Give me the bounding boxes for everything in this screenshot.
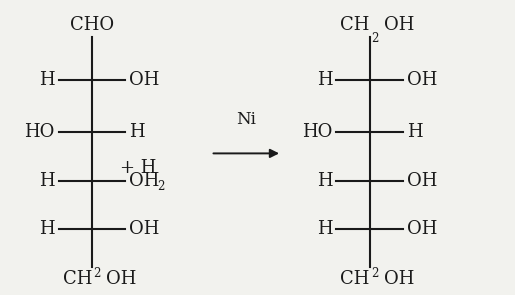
Text: OH: OH bbox=[407, 172, 437, 190]
Text: + H: + H bbox=[120, 159, 157, 177]
Text: CHO: CHO bbox=[70, 16, 114, 34]
Text: CH: CH bbox=[340, 16, 370, 34]
Text: OH: OH bbox=[129, 71, 160, 89]
Text: H: H bbox=[317, 172, 332, 190]
Text: 2: 2 bbox=[93, 267, 101, 280]
Text: 2: 2 bbox=[371, 267, 379, 280]
Text: 2: 2 bbox=[158, 180, 165, 193]
Text: HO: HO bbox=[302, 123, 332, 141]
Text: 2: 2 bbox=[371, 32, 379, 45]
Text: Ni: Ni bbox=[236, 111, 256, 127]
Text: H: H bbox=[39, 71, 55, 89]
Text: HO: HO bbox=[24, 123, 55, 141]
Text: OH: OH bbox=[106, 270, 136, 288]
Text: CH: CH bbox=[340, 270, 370, 288]
Text: CH: CH bbox=[62, 270, 92, 288]
Text: OH: OH bbox=[129, 172, 160, 190]
Text: OH: OH bbox=[407, 71, 437, 89]
Text: H: H bbox=[39, 220, 55, 238]
Text: OH: OH bbox=[384, 270, 414, 288]
Text: OH: OH bbox=[129, 220, 160, 238]
Text: H: H bbox=[407, 123, 422, 141]
Text: OH: OH bbox=[384, 16, 414, 34]
Text: H: H bbox=[317, 220, 332, 238]
Text: OH: OH bbox=[407, 220, 437, 238]
Text: H: H bbox=[39, 172, 55, 190]
Text: H: H bbox=[317, 71, 332, 89]
Text: H: H bbox=[129, 123, 145, 141]
